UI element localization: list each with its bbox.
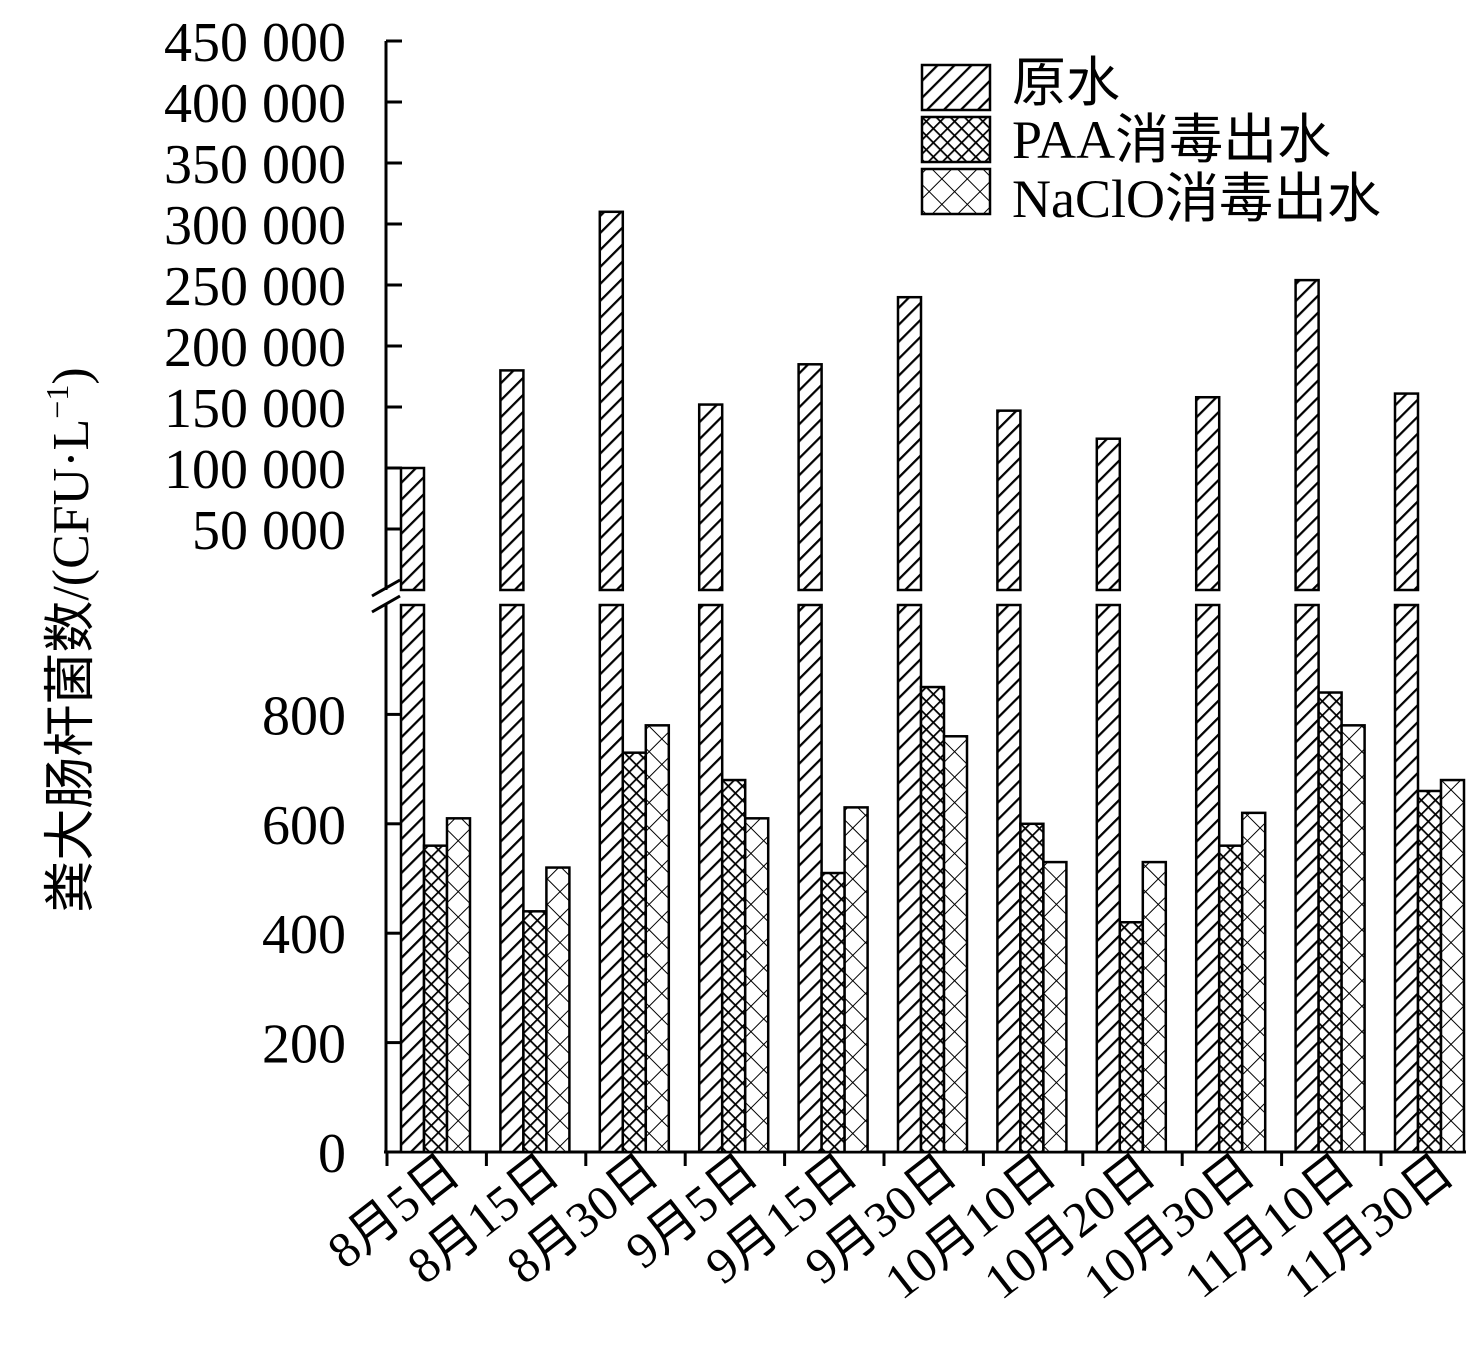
y-tick-label-upper: 400 000 (164, 73, 346, 135)
bar-naclo (1240, 811, 1267, 1154)
bar-raw-lower (1393, 603, 1420, 1154)
bar-raw-upper (996, 409, 1022, 592)
y-tick-label-upper: 100 000 (164, 439, 346, 501)
bar-raw-lower (797, 603, 823, 1154)
bar-raw-lower (1294, 603, 1320, 1154)
bar-raw-upper (697, 403, 724, 592)
bar-raw-lower (598, 603, 625, 1154)
bar-naclo (843, 806, 869, 1154)
y-tick-label-upper: 50 000 (192, 500, 346, 562)
bar-raw-lower (1194, 603, 1221, 1154)
bar-paa (522, 910, 548, 1154)
legend-swatch-raw (920, 63, 992, 112)
bar-raw-upper (399, 466, 426, 592)
bar-raw-lower (697, 603, 724, 1154)
y-tick-label-lower: 0 (318, 1123, 346, 1185)
bar-raw-upper (499, 369, 525, 592)
axis-break-mark-upper (371, 578, 401, 598)
y-tick-label-upper: 350 000 (164, 134, 346, 196)
y-axis-label-close: ) (43, 367, 100, 384)
bar-raw-upper (1393, 392, 1420, 592)
bar-naclo (445, 817, 472, 1154)
bar-naclo (1439, 778, 1466, 1154)
legend-label-naclo: NaClO消毒出水 (1012, 169, 1381, 229)
bar-raw-upper (1095, 437, 1122, 592)
bar-naclo (942, 735, 969, 1154)
bar-raw-lower (996, 603, 1022, 1154)
y-tick-label-upper: 200 000 (164, 317, 346, 379)
bar-raw-lower (399, 603, 426, 1154)
bars (399, 210, 1466, 1154)
bar-raw-upper (1194, 395, 1221, 592)
category-labels: 8月5日8月15日8月30日9月5日9月15日9月30日10月10日10月20日… (317, 1143, 1464, 1310)
bar-paa (1118, 921, 1145, 1154)
y-tick-label-upper: 250 000 (164, 256, 346, 318)
bar-paa (422, 844, 449, 1154)
bar-paa (720, 778, 747, 1154)
bar-naclo (1141, 860, 1168, 1154)
y-tick-label-lower: 400 (262, 904, 346, 966)
y-axis-label-main: 粪大肠杆菌数/(CFU·L (43, 419, 100, 913)
bar-paa (1317, 691, 1343, 1154)
y-axis-label: 粪大肠杆菌数/(CFU·L−1) (39, 367, 100, 912)
bar-raw-upper (896, 295, 923, 592)
bar-raw-lower (1095, 603, 1122, 1154)
bar-paa (621, 751, 648, 1154)
y-tick-label-upper: 450 000 (164, 12, 346, 74)
bar-naclo (1042, 860, 1068, 1154)
bar-naclo (644, 724, 671, 1154)
bar-naclo (545, 866, 571, 1154)
y-axis-label-sup: −1 (39, 385, 75, 419)
legend: 原水 PAA消毒出水 NaClO消毒出水 (920, 53, 1381, 229)
y-tick-label-lower: 800 (262, 685, 346, 747)
bar-raw-upper (1294, 278, 1320, 592)
bar-paa (1416, 789, 1443, 1154)
y-tick-label-lower: 200 (262, 1014, 346, 1076)
y-tick-label-upper: 300 000 (164, 195, 346, 257)
bar-paa (820, 871, 846, 1154)
legend-swatch-paa (920, 115, 992, 164)
y-tick-label-lower: 600 (262, 795, 346, 857)
bar-raw-upper (797, 363, 823, 592)
legend-label-paa: PAA消毒出水 (1012, 110, 1331, 170)
bar-raw-lower (499, 603, 525, 1154)
bar-naclo (1340, 724, 1366, 1154)
axis-break-mark-lower (371, 594, 401, 614)
bar-naclo (743, 817, 770, 1154)
y-tick-label-upper: 150 000 (164, 378, 346, 440)
legend-label-raw: 原水 (1012, 53, 1120, 113)
legend-swatch-naclo (920, 167, 992, 216)
bar-paa (1217, 844, 1244, 1154)
bar-paa (919, 685, 946, 1154)
bar-paa (1019, 822, 1045, 1154)
bar-raw-lower (896, 603, 923, 1154)
bar-raw-upper (598, 210, 625, 592)
